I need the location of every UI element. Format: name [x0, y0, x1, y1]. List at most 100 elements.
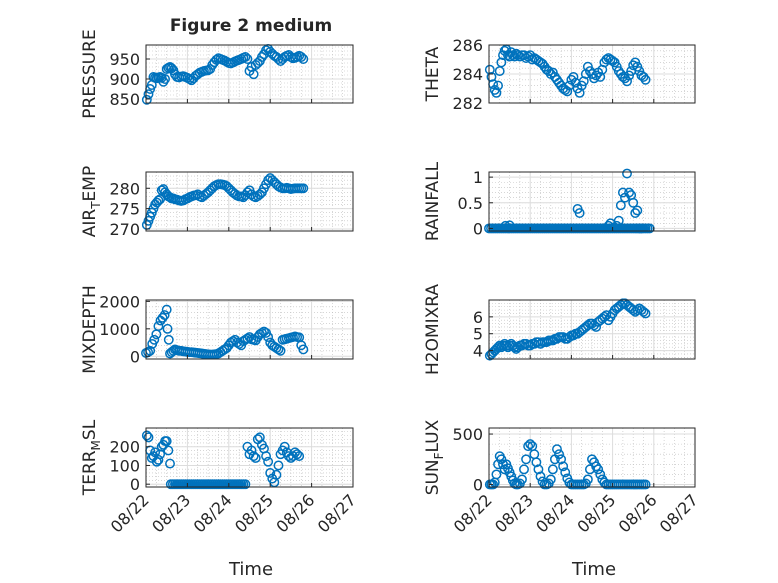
- x-tick-label: 08/22: [107, 490, 153, 536]
- y-tick-label: 500: [452, 425, 483, 444]
- data-point: [493, 80, 504, 91]
- data-point: [240, 479, 251, 490]
- ylabel: H2OMIXRA: [423, 284, 443, 375]
- data-point: [246, 445, 257, 456]
- data-point: [273, 344, 284, 355]
- data-point: [143, 89, 154, 100]
- figure-title: Figure 2 medium: [170, 16, 332, 36]
- data-point: [486, 348, 497, 359]
- data-point: [574, 208, 585, 218]
- data-point: [250, 453, 261, 463]
- data-point: [632, 305, 643, 316]
- data-point: [153, 321, 164, 332]
- data-point: [149, 334, 160, 345]
- data-point: [638, 71, 649, 82]
- data-point: [263, 332, 274, 342]
- x-tick-label: 08/25: [231, 490, 277, 536]
- data-point: [622, 76, 632, 87]
- axes-box: [145, 44, 354, 104]
- y-tick-label: 280: [109, 179, 140, 198]
- y-tick-label: 0: [130, 347, 140, 366]
- data-point: [640, 74, 651, 85]
- data-point: [265, 468, 276, 478]
- y-tick-label: 200: [109, 438, 140, 457]
- data-point: [630, 208, 641, 218]
- ylabel: TERRMSL: [80, 419, 103, 496]
- data-point: [273, 460, 284, 471]
- data-point: [632, 205, 643, 216]
- axes-box: [488, 427, 696, 488]
- data-point: [582, 474, 593, 485]
- x-tick-label: 08/24: [190, 490, 236, 536]
- subplot-h2omixra: 456 H2OMIXRA: [423, 284, 696, 375]
- data-point: [521, 454, 532, 465]
- data-point: [159, 310, 170, 321]
- data-point: [160, 74, 170, 84]
- data-point: [547, 464, 558, 475]
- data-point: [292, 449, 303, 460]
- data-point: [545, 474, 556, 485]
- data-point: [271, 469, 282, 480]
- ylabel: MIXDEPTH: [80, 285, 100, 374]
- data-point: [512, 50, 523, 61]
- data-point: [298, 183, 309, 194]
- data-point: [613, 215, 624, 226]
- data-point: [273, 54, 284, 64]
- data-point: [141, 94, 152, 105]
- data-point: [248, 451, 259, 462]
- data-point: [556, 454, 567, 465]
- data-point: [531, 457, 542, 468]
- data-point: [242, 54, 253, 64]
- data-point: [294, 451, 305, 462]
- y-tick-label: 6: [473, 308, 483, 327]
- data-point: [615, 200, 626, 211]
- data-point: [517, 474, 527, 485]
- y-tick-label: 5: [473, 325, 483, 344]
- y-tick-label: 2000: [99, 292, 140, 311]
- data-point: [141, 430, 152, 441]
- data-point: [628, 197, 639, 208]
- data-point: [533, 464, 544, 475]
- data-point: [298, 344, 309, 355]
- data-point: [552, 444, 562, 455]
- ylabel: THETA: [423, 46, 443, 102]
- subplot-theta: 282 284 286 THETA: [423, 36, 696, 113]
- data-point: [504, 220, 515, 231]
- y-tick-label: 275: [109, 200, 140, 219]
- y-tick-label: 0: [473, 475, 483, 494]
- data-point: [263, 175, 274, 186]
- x-tick-label: 08/23: [148, 490, 194, 536]
- data-point: [279, 441, 290, 452]
- data-point: [560, 467, 571, 478]
- data-point: [523, 441, 534, 452]
- x-tick-label: 08/24: [532, 490, 578, 536]
- data-point: [622, 168, 632, 179]
- y-tick-label: 1: [473, 168, 483, 187]
- data-point: [640, 308, 651, 319]
- data-point: [163, 445, 174, 456]
- data-point: [165, 458, 175, 469]
- y-tick-label: 284: [452, 65, 483, 84]
- y-tick-label: 0: [130, 475, 140, 494]
- data-point: [491, 469, 502, 480]
- xlabel-right: Time: [571, 559, 616, 580]
- data-point: [162, 323, 173, 334]
- data-point: [640, 479, 651, 490]
- xlabel-left: Time: [228, 559, 273, 580]
- axes-box: [145, 427, 354, 488]
- subplot-rainfall: 0 0.5 1 RAINFALL: [423, 161, 696, 241]
- data-point: [486, 71, 497, 82]
- data-point: [296, 52, 307, 62]
- data-point: [558, 461, 569, 472]
- data-point: [165, 62, 175, 72]
- plot-area: [489, 172, 695, 231]
- data-point: [628, 60, 639, 71]
- data-point: [591, 70, 602, 81]
- data-point: [624, 187, 635, 198]
- data-point: [593, 464, 604, 475]
- y-tick-label: 282: [452, 94, 483, 113]
- y-tick-label: 100: [109, 456, 140, 475]
